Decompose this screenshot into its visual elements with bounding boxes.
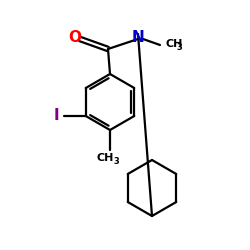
Text: CH: CH xyxy=(96,153,114,163)
Text: N: N xyxy=(132,30,144,44)
Text: I: I xyxy=(54,108,60,124)
Text: 3: 3 xyxy=(113,156,119,166)
Text: 3: 3 xyxy=(176,42,182,51)
Text: O: O xyxy=(68,30,82,46)
Text: CH: CH xyxy=(165,39,182,49)
